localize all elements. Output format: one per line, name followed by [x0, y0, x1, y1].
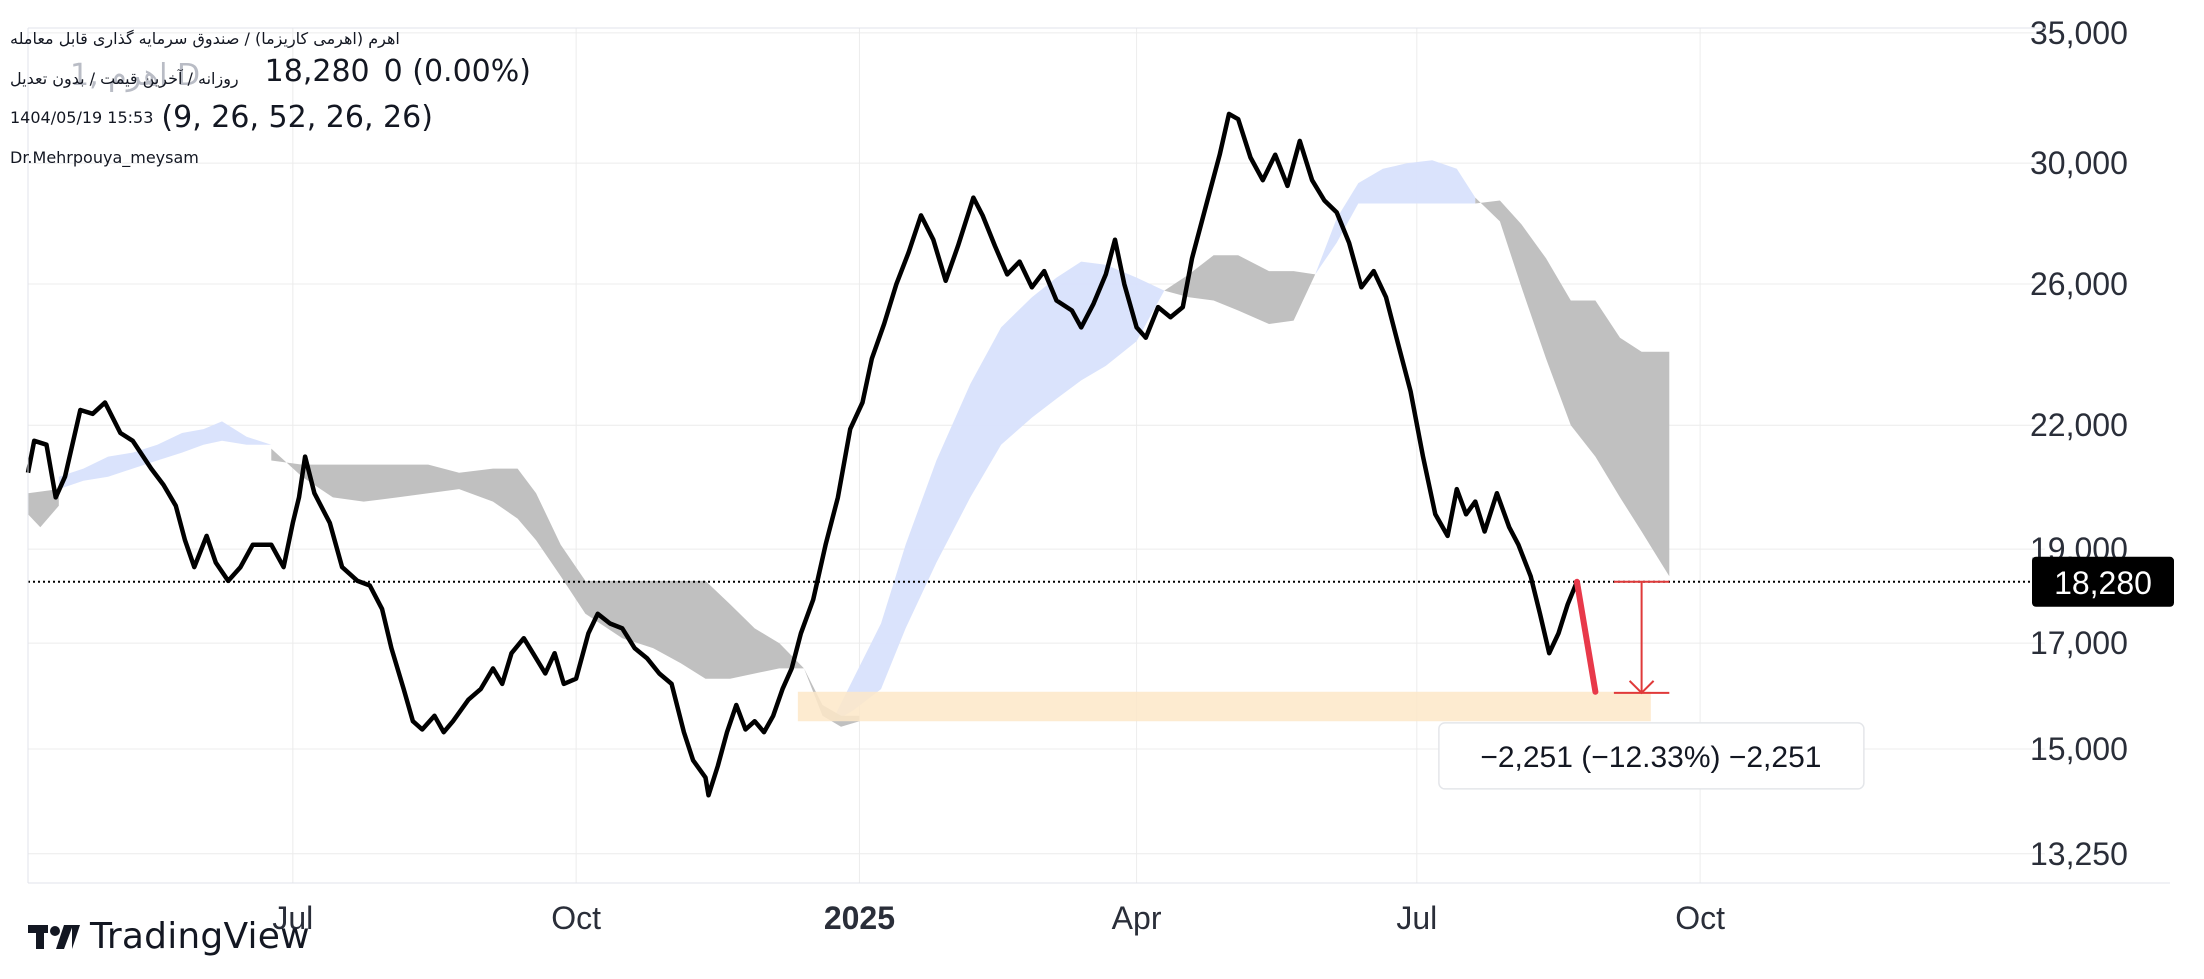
legend-row-2: روزانه / آخرین قیمت / بدون تعدیل 18,280 …	[10, 54, 531, 89]
symbol-watermark: 1, اهرم D	[70, 58, 201, 93]
cloud-segment	[58, 421, 272, 490]
brand-name: TradingView	[90, 916, 310, 957]
x-tick-label: Jul	[1396, 900, 1437, 936]
cloud-segment	[1475, 197, 1670, 577]
x-tick-label: Apr	[1112, 900, 1162, 936]
author-label: Dr.Mehrpouya_meysam	[10, 148, 199, 167]
highlight-zone	[797, 691, 1651, 722]
x-tick-label: Oct	[1675, 900, 1725, 936]
cloud-segment	[834, 261, 1165, 722]
x-tick-label: 2025	[824, 900, 895, 936]
y-tick-label: 22,000	[2030, 407, 2128, 443]
tradingview-branding[interactable]: TradingView	[28, 916, 310, 957]
cloud-segment	[271, 448, 804, 679]
last-price-label: 18,280	[2054, 565, 2152, 601]
x-axis: Jul Oct 2025 Apr Jul Oct	[272, 900, 1725, 936]
y-axis[interactable]: 13,25015,00017,00019,00022,00026,00030,0…	[2030, 15, 2174, 872]
price-series	[25, 111, 1599, 798]
instrument-name[interactable]: اهرم (اهرمی کاریزما) / صندوق سرمایه گذار…	[10, 29, 400, 48]
price-change: 0 (0.00%)	[383, 54, 531, 89]
price-value: 18,280	[264, 54, 370, 89]
y-tick-label: 17,000	[2030, 625, 2128, 661]
tradingview-logo-icon	[28, 924, 80, 949]
datetime-label: 1404/05/19 15:53	[10, 108, 154, 127]
legend-row-1: اهرم (اهرمی کاریزما) / صندوق سرمایه گذار…	[10, 29, 400, 48]
cloud-segment	[28, 489, 59, 528]
cloud-segment	[1315, 160, 1476, 275]
y-tick-label: 26,000	[2030, 266, 2128, 302]
highlight-zone-rect	[797, 691, 1651, 722]
cloud-segment	[1164, 255, 1316, 324]
y-tick-label: 13,250	[2030, 836, 2128, 872]
y-tick-label: 35,000	[2030, 15, 2128, 51]
ichimoku-cloud	[28, 160, 1670, 727]
measure-label-text: −2,251 (−12.33%) −2,251	[1480, 741, 1821, 774]
legend-row-3: 1404/05/19 15:53 (9, 26, 52, 26, 26)	[10, 100, 433, 135]
measure-arrow-head	[1628, 680, 1655, 695]
price-line	[25, 111, 1579, 798]
chart-frame	[27, 27, 2170, 884]
last-price-label-bg	[2032, 556, 2174, 607]
projection-line	[1573, 578, 1599, 695]
x-tick-label: Jul	[272, 900, 313, 936]
x-tick-label: Oct	[551, 900, 601, 936]
y-tick-label: 30,000	[2030, 145, 2128, 181]
timeframe-label[interactable]: روزانه / آخرین قیمت / بدون تعدیل	[10, 69, 239, 88]
price-range-tool[interactable]: −2,251 (−12.33%) −2,251	[1438, 580, 1865, 790]
indicator-params[interactable]: (9, 26, 52, 26, 26)	[161, 100, 433, 135]
measure-label-box	[1438, 722, 1865, 790]
y-tick-label: 15,000	[2030, 731, 2128, 767]
